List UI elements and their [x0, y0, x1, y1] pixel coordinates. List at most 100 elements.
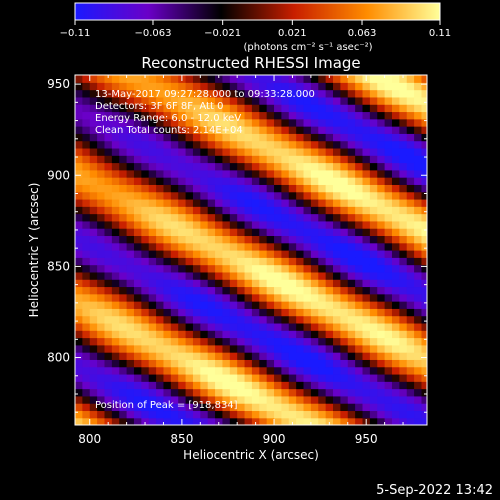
heatmap-cell [340, 417, 349, 425]
heatmap-cell [133, 271, 142, 280]
heatmap-cell [192, 191, 201, 200]
heatmap-cell [97, 264, 106, 273]
heatmap-cell [414, 257, 423, 266]
heatmap-cell [340, 169, 349, 178]
heatmap-cell [126, 388, 135, 397]
heatmap-cell [281, 228, 290, 237]
colorbar-tick-label: 0.063 [348, 28, 377, 39]
heatmap-cell [119, 169, 128, 178]
heatmap-cell [170, 395, 179, 404]
heatmap-cell [178, 264, 187, 273]
heatmap-cell [369, 271, 378, 280]
heatmap-cell [340, 235, 349, 244]
heatmap-cell [251, 330, 260, 339]
heatmap-cell [229, 366, 238, 375]
heatmap-cell [244, 315, 253, 324]
heatmap-cell [244, 330, 253, 339]
heatmap-cell [141, 184, 150, 193]
heatmap-cell [414, 293, 423, 302]
heatmap-cell [119, 381, 128, 390]
heatmap-cell [222, 366, 231, 375]
heatmap-cell [119, 104, 128, 113]
heatmap-cell [170, 184, 179, 193]
heatmap-cell [318, 257, 327, 266]
heatmap-cell [310, 279, 319, 288]
heatmap-cell [215, 395, 224, 404]
heatmap-cell [274, 315, 283, 324]
heatmap-cell [414, 235, 423, 244]
heatmap-cell [303, 271, 312, 280]
heatmap-cell [178, 279, 187, 288]
heatmap-cell [141, 279, 150, 288]
heatmap-cell [215, 417, 224, 425]
heatmap-cell [215, 322, 224, 331]
heatmap-cell [75, 89, 83, 98]
heatmap-cell [340, 257, 349, 266]
heatmap-cell [89, 169, 98, 178]
heatmap-cell [148, 337, 157, 346]
heatmap-cell [244, 140, 253, 149]
heatmap-cell [377, 257, 386, 266]
heatmap-cell [288, 315, 297, 324]
heatmap-cell [406, 140, 415, 149]
heatmap-cell [377, 337, 386, 346]
heatmap-cell [111, 213, 120, 222]
heatmap-cell [399, 410, 408, 419]
heatmap-cell [141, 140, 150, 149]
heatmap-cell [310, 410, 319, 419]
heatmap-cell [229, 308, 238, 317]
heatmap-cell [82, 169, 91, 178]
heatmap-cell [274, 279, 283, 288]
heatmap-cell [251, 126, 260, 134]
heatmap-cell [237, 279, 246, 288]
heatmap-cell [104, 308, 113, 317]
heatmap-cell [222, 308, 231, 317]
heatmap-cell [141, 388, 150, 397]
heatmap-cell [251, 250, 260, 258]
heatmap-cell [104, 155, 113, 164]
heatmap-cell [237, 344, 246, 353]
heatmap-cell [251, 162, 260, 171]
heatmap-cell [318, 228, 327, 237]
heatmap-cell [200, 104, 209, 113]
heatmap-cell [325, 344, 334, 353]
heatmap-cell [325, 118, 334, 127]
heatmap-cell [133, 213, 142, 222]
heatmap-cell [362, 118, 371, 127]
heatmap-cell [369, 293, 378, 302]
heatmap-cell [399, 75, 408, 83]
heatmap-cell [170, 75, 179, 83]
heatmap-cell [148, 381, 157, 390]
heatmap-cell [406, 381, 415, 390]
heatmap-cell [340, 352, 349, 360]
heatmap-cell [192, 279, 201, 288]
heatmap-cell [318, 315, 327, 324]
heatmap-cell [281, 89, 290, 98]
heatmap-cell [318, 344, 327, 353]
heatmap-cell [185, 388, 194, 397]
heatmap-cell [97, 388, 106, 397]
heatmap-cell [355, 177, 364, 185]
heatmap-cell [288, 147, 297, 156]
heatmap-cell [104, 82, 113, 91]
heatmap-cell [251, 279, 260, 288]
heatmap-cell [281, 286, 290, 295]
heatmap-cell [222, 322, 231, 331]
heatmap-cell [244, 235, 253, 244]
heatmap-cell [192, 359, 201, 368]
heatmap-cell [133, 279, 142, 288]
heatmap-cell [266, 257, 275, 266]
heatmap-cell [200, 359, 209, 368]
heatmap-cell [259, 417, 268, 425]
heatmap-cell [325, 213, 334, 222]
heatmap-cell [89, 271, 98, 280]
heatmap-cell [97, 191, 106, 200]
heatmap-cell [399, 177, 408, 185]
heatmap-cell [251, 257, 260, 266]
heatmap-cell [119, 388, 128, 397]
heatmap-cell [119, 155, 128, 164]
heatmap-cell [170, 213, 179, 222]
heatmap-cell [97, 162, 106, 171]
heatmap-cell [237, 337, 246, 346]
heatmap-cell [333, 257, 341, 266]
